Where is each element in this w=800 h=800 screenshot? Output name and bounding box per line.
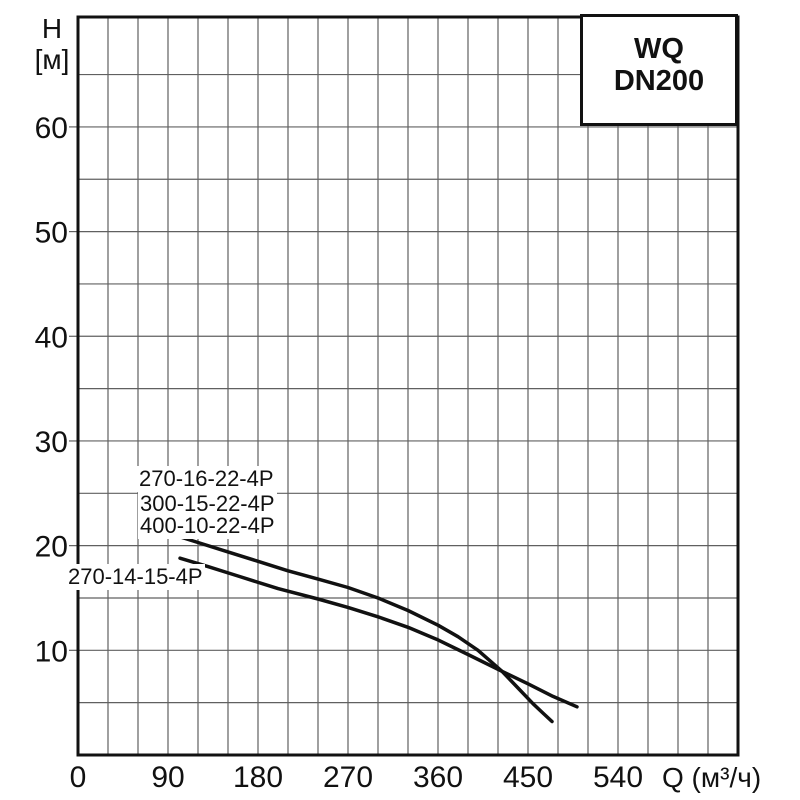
curve-label: 270-16-22-4P	[137, 466, 276, 492]
curve-label: 270-14-15-4P	[66, 564, 205, 590]
legend-line-1: WQ	[634, 33, 684, 65]
x-tick-label: 270	[323, 761, 373, 794]
x-axis-title: Q (м³/ч)	[662, 762, 762, 793]
x-tick-label: 360	[413, 761, 463, 794]
y-tick-label: 40	[35, 321, 68, 354]
y-axis-title: H [м]	[26, 13, 78, 75]
x-tick-label: 450	[503, 761, 553, 794]
y-tick-label: 10	[35, 635, 68, 668]
pump-curve	[178, 556, 579, 709]
y-tick-label: 20	[35, 531, 68, 564]
x-tick-label: 540	[593, 761, 643, 794]
x-tick-label: 180	[233, 761, 283, 794]
pump-curve	[166, 531, 554, 724]
y-tick-label: 60	[35, 112, 68, 145]
x-tick-label: 0	[70, 761, 87, 794]
y-axis-title-symbol: H	[41, 13, 63, 44]
y-tick-label: 30	[35, 426, 68, 459]
x-tick-label: 90	[151, 761, 184, 794]
legend-box: WQ DN200	[580, 14, 738, 126]
curve-label: 300-15-22-4P	[138, 491, 277, 517]
plot-border	[76, 15, 740, 757]
y-axis-title-unit: [м]	[34, 44, 70, 75]
legend-line-2: DN200	[613, 65, 705, 97]
grid	[78, 17, 738, 755]
y-tick-label: 50	[35, 217, 68, 250]
tick-labels: 10 20 30 40 50 60 0 90 180 270 360 450 540	[35, 112, 643, 794]
curve-label: 400-10-22-4P	[138, 513, 277, 539]
